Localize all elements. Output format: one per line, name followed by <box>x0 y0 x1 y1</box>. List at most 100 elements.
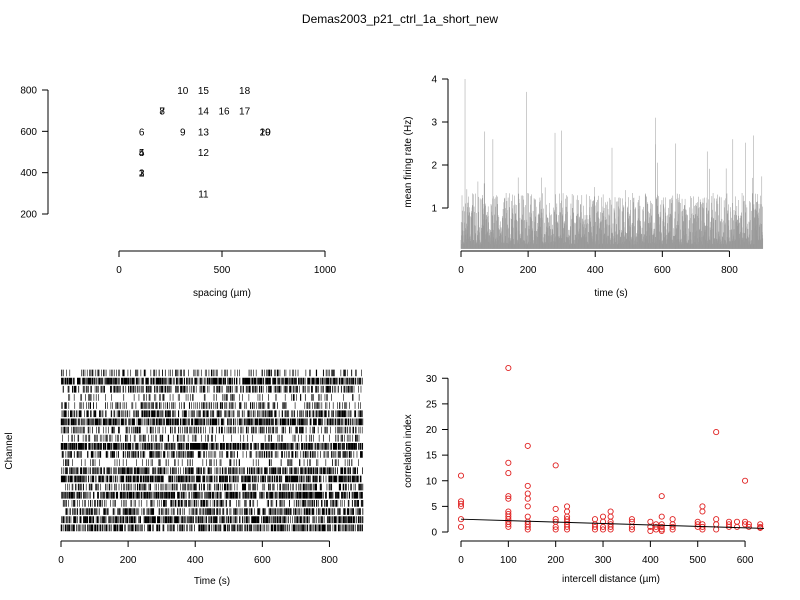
correlation-point <box>713 521 720 528</box>
raster-channel-3 <box>62 385 362 393</box>
correlation-point <box>552 523 559 530</box>
cell-label-5: 5 <box>139 148 145 159</box>
y-axis-title: mean firing rate (Hz) <box>403 116 414 207</box>
correlation-point <box>607 526 614 533</box>
correlation-point <box>505 493 512 500</box>
correlation-point <box>524 526 531 533</box>
raster-channel-2 <box>61 377 363 385</box>
y-tick-label: 20 <box>426 425 438 436</box>
x-tick-label: 500 <box>214 265 231 276</box>
y-tick-label: 10 <box>426 476 438 487</box>
correlation-point <box>607 523 614 530</box>
correlation-point <box>658 527 665 535</box>
cell-label-15: 15 <box>198 86 210 97</box>
cell-label-10: 10 <box>177 86 189 97</box>
correlation-point <box>647 518 654 525</box>
cell-label-17: 17 <box>239 107 251 118</box>
x-tick-label: 1000 <box>314 265 337 276</box>
correlation-point <box>607 513 614 520</box>
correlation-point <box>669 523 676 530</box>
cell-label-9: 9 <box>180 127 186 138</box>
correlation-vs-distance-panel: 0 5 10 15 20 25 30 correlation index 0 100 200 300 4… <box>403 364 765 585</box>
correlation-point <box>457 503 465 510</box>
correlation-point <box>505 364 512 372</box>
cell-label-2: 2 <box>139 169 145 180</box>
raster-channel-19 <box>61 516 364 524</box>
correlation-point <box>628 516 635 523</box>
correlation-point <box>524 490 531 497</box>
raster-channel-12 <box>63 459 359 466</box>
correlation-point <box>694 521 701 528</box>
x-tick-label: 0 <box>458 265 464 276</box>
correlation-point <box>658 493 665 500</box>
y-tick-label: 2 <box>431 161 437 172</box>
raster-channel-4 <box>68 394 360 401</box>
y-tick-label: 30 <box>426 374 438 385</box>
correlation-point <box>658 523 665 530</box>
correlation-point <box>524 495 531 502</box>
raster-channel-10 <box>60 443 364 450</box>
figure-title: Demas2003_p21_ctrl_1a_short_new <box>302 12 498 26</box>
correlation-point <box>524 503 531 510</box>
x-tick-label: 0 <box>58 555 64 566</box>
x-tick-label: 600 <box>254 555 271 566</box>
x-tick-label: 600 <box>737 555 754 566</box>
x-tick-label: 800 <box>321 555 338 566</box>
cell-label-12: 12 <box>198 148 210 159</box>
correlation-point <box>653 523 660 530</box>
correlation-point <box>505 523 512 530</box>
raster-channel-5 <box>61 402 361 409</box>
correlation-point <box>599 513 607 520</box>
correlation-point <box>745 523 752 530</box>
y-tick-label: 600 <box>20 127 37 138</box>
x-tick-label: 800 <box>721 265 738 276</box>
x-tick-label: 300 <box>595 555 612 566</box>
correlation-point <box>505 470 512 477</box>
raster-channel-11 <box>61 451 363 458</box>
cell-label-19: 19 <box>260 127 272 138</box>
x-tick-label: 0 <box>116 265 122 276</box>
correlation-point <box>647 527 654 535</box>
correlation-point <box>669 516 676 523</box>
raster-channel-7 <box>60 418 364 426</box>
cell-label-8: 8 <box>159 107 165 118</box>
cell-label-20: 20 <box>260 127 272 138</box>
correlation-point <box>713 429 720 436</box>
correlation-point <box>733 523 741 530</box>
x-axis-title: time (s) <box>594 288 627 299</box>
cell-label-4: 4 <box>139 148 145 159</box>
correlation-point <box>505 521 512 528</box>
y-axis-title: Channel <box>4 432 15 469</box>
cell-label-3: 3 <box>139 169 145 180</box>
correlation-point <box>658 513 665 520</box>
x-tick-label: 400 <box>642 555 659 566</box>
correlation-point <box>699 508 706 515</box>
correlation-point <box>699 503 706 510</box>
correlation-point <box>564 526 571 533</box>
raster-channel-13 <box>61 467 363 475</box>
x-axis-title: spacing (µm) <box>193 288 251 299</box>
correlation-point <box>524 482 531 489</box>
y-tick-label: 25 <box>426 399 438 410</box>
y-tick-label: 800 <box>20 86 37 97</box>
correlation-point <box>552 505 559 512</box>
correlation-point <box>599 523 607 530</box>
correlation-point <box>505 459 512 466</box>
cell-label-11: 11 <box>198 189 209 200</box>
correlation-point <box>745 521 752 528</box>
raster-channel-18 <box>65 508 364 515</box>
y-tick-label: 1 <box>431 204 437 215</box>
correlation-point <box>733 518 741 525</box>
y-tick-label: 5 <box>431 502 437 513</box>
x-tick-label: 0 <box>458 555 464 566</box>
x-tick-label: 400 <box>587 265 604 276</box>
x-tick-label: 500 <box>689 555 706 566</box>
x-axis-title: Time (s) <box>194 576 230 587</box>
correlation-point <box>591 516 599 523</box>
y-tick-label: 3 <box>431 118 437 129</box>
raster-channel-6 <box>61 410 363 418</box>
correlation-point <box>713 516 720 523</box>
x-tick-label: 200 <box>520 265 537 276</box>
